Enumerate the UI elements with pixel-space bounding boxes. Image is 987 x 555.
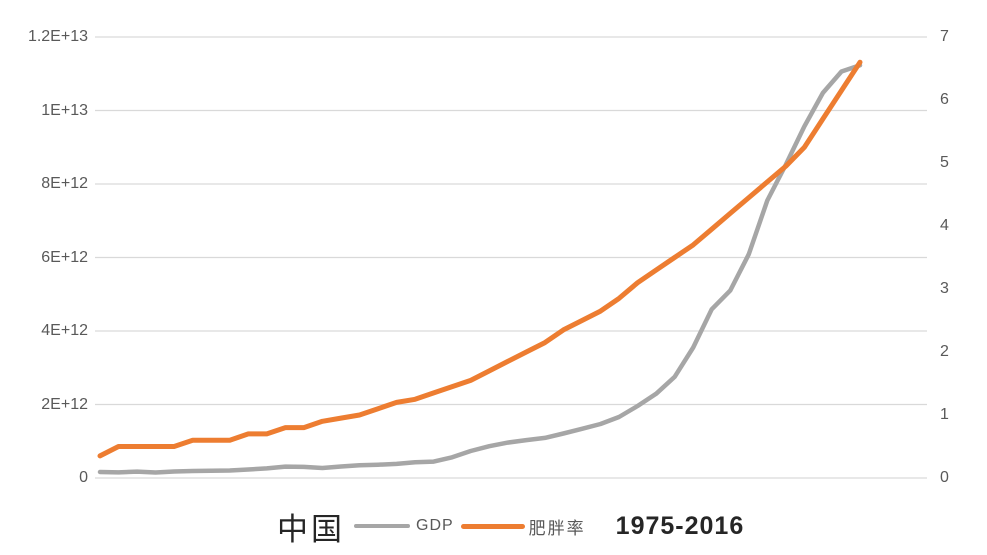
caption-years: 1975-2016: [615, 511, 745, 540]
left-axis: 0 2E+12 4E+12 6E+12 8E+12 1E+13 1.2E+13: [0, 0, 88, 555]
y-right-tick-label: 0: [940, 469, 949, 486]
y-left-tick-label: 4E+12: [41, 322, 88, 339]
y-right-tick-label: 4: [940, 217, 949, 234]
chart-caption: 中国 GDP 肥胖率 1975-2016: [277, 502, 744, 550]
y-right-tick-label: 7: [940, 28, 949, 45]
gdp-line: [97, 63, 863, 475]
obesity-legend-line: [460, 523, 525, 529]
y-right-tick-label: 6: [940, 91, 949, 108]
legend-item-obesity[interactable]: 肥胖率: [454, 514, 586, 539]
y-left-tick-label: 1E+13: [41, 101, 88, 119]
y-left-tick-label: 6E+12: [41, 248, 88, 266]
caption-country: 中国: [277, 511, 345, 547]
y-left-tick-label: 1.2E+13: [27, 28, 88, 45]
right-axis: 0 1 2 3 4 5 6 7: [940, 0, 980, 555]
y-right-tick-label: 1: [940, 406, 949, 423]
y-right-tick-label: 3: [940, 280, 949, 297]
y-right-tick-label: 2: [940, 343, 949, 360]
y-left-tick-label: 8E+12: [41, 175, 88, 192]
gdp-legend-label: GDP: [416, 517, 454, 534]
obesity-legend-label: 肥胖率: [528, 518, 586, 538]
obesity-line: [97, 59, 863, 459]
y-right-tick-label: 5: [940, 154, 949, 171]
y-left-tick-label: 2E+12: [41, 395, 88, 413]
gdp-legend-line: [354, 524, 410, 528]
legend-item-gdp[interactable]: GDP: [345, 517, 454, 535]
y-left-tick-label: 0: [79, 469, 88, 486]
